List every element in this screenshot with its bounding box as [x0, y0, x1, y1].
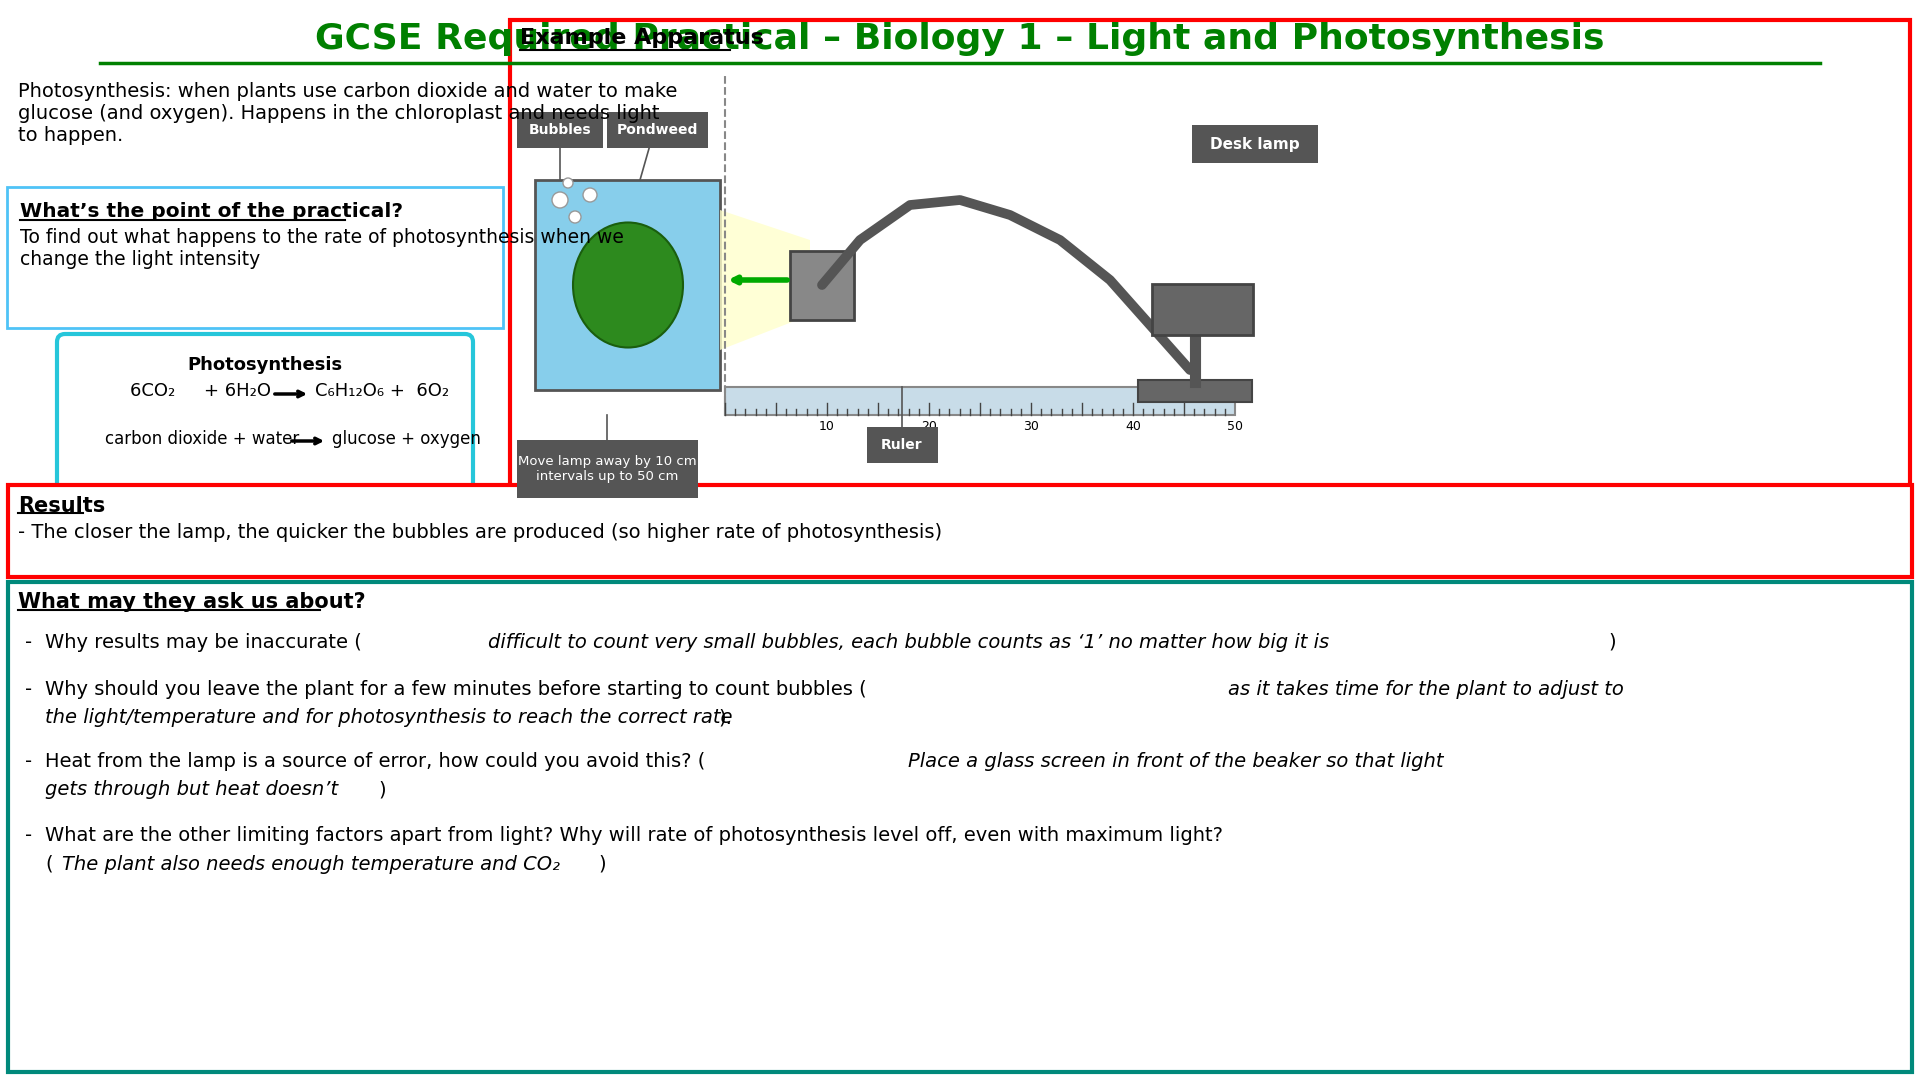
Circle shape: [553, 192, 568, 208]
Text: -: -: [25, 680, 33, 699]
Text: 6CO₂     + 6H₂O: 6CO₂ + 6H₂O: [131, 382, 271, 400]
Text: 10: 10: [820, 420, 835, 433]
Text: difficult to count very small bubbles, each bubble counts as ‘1’ no matter how b: difficult to count very small bubbles, e…: [488, 633, 1329, 652]
Text: ).: ).: [718, 708, 732, 727]
Text: Why should you leave the plant for a few minutes before starting to count bubble: Why should you leave the plant for a few…: [44, 680, 866, 699]
Text: Desk lamp: Desk lamp: [1210, 136, 1300, 151]
FancyBboxPatch shape: [789, 251, 854, 320]
FancyBboxPatch shape: [868, 427, 939, 463]
Text: (: (: [44, 855, 52, 874]
FancyBboxPatch shape: [8, 485, 1912, 577]
Text: Ruler: Ruler: [881, 438, 924, 453]
FancyBboxPatch shape: [726, 387, 1235, 415]
Text: the light/temperature and for photosynthesis to reach the correct rate: the light/temperature and for photosynth…: [44, 708, 733, 727]
Text: -: -: [25, 752, 33, 771]
FancyBboxPatch shape: [516, 440, 699, 498]
Text: Why results may be inaccurate (: Why results may be inaccurate (: [44, 633, 361, 652]
Text: Heat from the lamp is a source of error, how could you avoid this? (: Heat from the lamp is a source of error,…: [44, 752, 705, 771]
Text: Pondweed: Pondweed: [616, 123, 697, 137]
Text: C₆H₁₂O₆ +  6O₂: C₆H₁₂O₆ + 6O₂: [315, 382, 449, 400]
Text: The plant also needs enough temperature and CO₂: The plant also needs enough temperature …: [61, 855, 561, 874]
FancyBboxPatch shape: [58, 334, 472, 500]
Text: - The closer the lamp, the quicker the bubbles are produced (so higher rate of p: - The closer the lamp, the quicker the b…: [17, 523, 943, 542]
Text: Move lamp away by 10 cm
intervals up to 50 cm: Move lamp away by 10 cm intervals up to …: [518, 455, 697, 483]
FancyBboxPatch shape: [1152, 284, 1254, 335]
Text: ): ): [378, 780, 386, 799]
Circle shape: [563, 178, 572, 188]
Text: To find out what happens to the rate of photosynthesis when we
change the light : To find out what happens to the rate of …: [19, 228, 624, 269]
Text: Place a glass screen in front of the beaker so that light: Place a glass screen in front of the bea…: [908, 752, 1444, 771]
Text: as it takes time for the plant to adjust to: as it takes time for the plant to adjust…: [1229, 680, 1624, 699]
Polygon shape: [720, 210, 810, 350]
Text: What are the other limiting factors apart from light? Why will rate of photosynt: What are the other limiting factors apar…: [44, 826, 1223, 845]
FancyBboxPatch shape: [607, 112, 708, 148]
Text: ): ): [597, 855, 605, 874]
Text: Results: Results: [17, 496, 106, 516]
Text: Photosynthesis: Photosynthesis: [188, 356, 342, 374]
Text: Example Apparatus: Example Apparatus: [520, 28, 764, 48]
Text: 50: 50: [1227, 420, 1242, 433]
FancyBboxPatch shape: [511, 21, 1910, 508]
FancyBboxPatch shape: [536, 180, 720, 390]
Circle shape: [568, 211, 582, 222]
Text: -: -: [25, 633, 33, 652]
Text: Bubbles: Bubbles: [528, 123, 591, 137]
FancyBboxPatch shape: [516, 112, 603, 148]
Text: gets through but heat doesn’t: gets through but heat doesn’t: [44, 780, 338, 799]
Text: Photosynthesis: when plants use carbon dioxide and water to make
glucose (and ox: Photosynthesis: when plants use carbon d…: [17, 82, 678, 145]
Text: 40: 40: [1125, 420, 1140, 433]
Ellipse shape: [572, 222, 684, 348]
Circle shape: [584, 188, 597, 202]
Text: 30: 30: [1023, 420, 1039, 433]
Text: glucose + oxygen: glucose + oxygen: [332, 430, 480, 448]
Text: carbon dioxide + water: carbon dioxide + water: [106, 430, 300, 448]
FancyBboxPatch shape: [1139, 380, 1252, 402]
Text: -: -: [25, 826, 33, 845]
Text: GCSE Required Practical – Biology 1 – Light and Photosynthesis: GCSE Required Practical – Biology 1 – Li…: [315, 22, 1605, 56]
Text: What’s the point of the practical?: What’s the point of the practical?: [19, 202, 403, 221]
Text: ): ): [1609, 633, 1615, 652]
Text: What may they ask us about?: What may they ask us about?: [17, 592, 365, 612]
FancyBboxPatch shape: [1192, 125, 1317, 163]
Text: 20: 20: [922, 420, 937, 433]
FancyBboxPatch shape: [8, 187, 503, 328]
FancyBboxPatch shape: [8, 582, 1912, 1072]
